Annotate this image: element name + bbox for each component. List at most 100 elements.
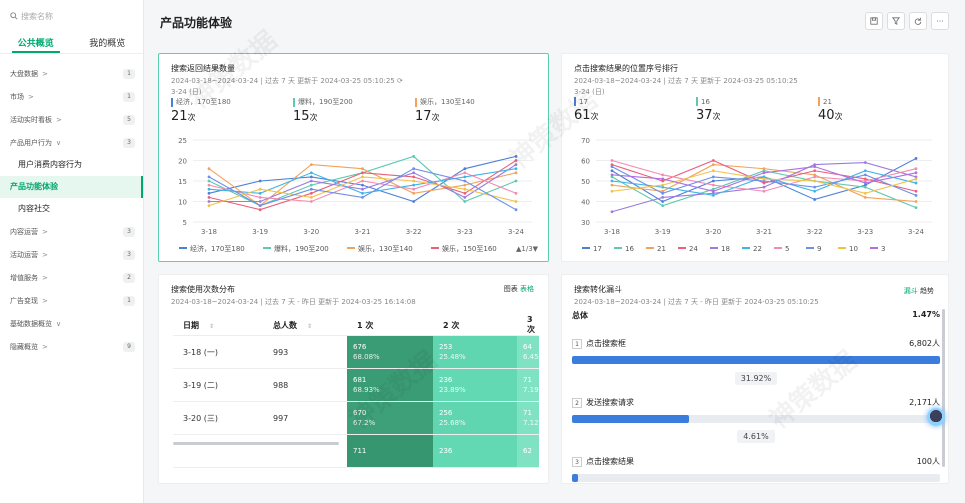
data-point[interactable] <box>514 163 518 166</box>
data-point[interactable] <box>711 191 715 195</box>
data-point[interactable] <box>309 179 313 183</box>
data-point[interactable] <box>361 175 364 179</box>
data-point[interactable] <box>863 173 867 177</box>
refresh-icon[interactable]: ⟳ <box>396 77 403 85</box>
data-point[interactable] <box>914 200 918 203</box>
assistant-bot-icon[interactable] <box>927 408 945 426</box>
refresh-button[interactable] <box>909 12 927 30</box>
data-point[interactable] <box>207 187 211 191</box>
legend-item[interactable]: 经济，170至180 <box>190 244 245 253</box>
data-point[interactable] <box>914 193 918 197</box>
data-point[interactable] <box>309 163 313 166</box>
data-point[interactable] <box>412 179 416 183</box>
data-point[interactable] <box>610 189 614 193</box>
save-button[interactable] <box>865 12 883 30</box>
legend-item[interactable]: 21 <box>657 245 666 253</box>
data-point[interactable] <box>762 169 766 173</box>
data-point[interactable] <box>863 169 867 173</box>
data-point[interactable] <box>514 167 518 171</box>
data-point[interactable] <box>514 159 518 162</box>
data-point[interactable] <box>361 187 364 191</box>
data-point[interactable] <box>463 167 467 171</box>
data-point[interactable] <box>661 189 665 193</box>
data-point[interactable] <box>412 171 416 175</box>
data-point[interactable] <box>514 171 518 175</box>
data-point[interactable] <box>309 171 313 175</box>
card-search-results[interactable]: 搜索返回结果数量 2024-03-18~2024-03-24 | 过去 7 天 … <box>158 53 549 262</box>
data-point[interactable] <box>762 171 766 175</box>
legend-item[interactable]: 16 <box>625 245 634 253</box>
data-point[interactable] <box>762 177 766 181</box>
data-point[interactable] <box>711 169 715 173</box>
sort-icon[interactable]: ⇕ <box>307 322 313 330</box>
data-point[interactable] <box>863 179 867 183</box>
data-point[interactable] <box>863 183 867 187</box>
data-point[interactable] <box>463 183 467 187</box>
data-point[interactable] <box>863 196 867 199</box>
search-input[interactable]: 搜索名称 <box>21 11 53 21</box>
data-point[interactable] <box>412 175 416 179</box>
funnel-bar[interactable] <box>572 356 940 364</box>
sidebar-item-basic-data[interactable]: 基础数据概览 ∨ <box>0 312 143 335</box>
data-point[interactable] <box>711 187 715 191</box>
legend-item[interactable]: 娱乐，130至140 <box>358 244 413 253</box>
data-point[interactable] <box>463 187 467 191</box>
data-point[interactable] <box>361 179 364 183</box>
tab-my-overview[interactable]: 我的概览 <box>89 39 126 49</box>
data-point[interactable] <box>813 185 817 189</box>
data-point[interactable] <box>207 204 211 207</box>
data-point[interactable] <box>463 175 467 179</box>
data-point[interactable] <box>661 173 665 177</box>
trend-view-button[interactable]: 趋势 <box>920 287 934 295</box>
column-header[interactable]: 日期 ⇕ <box>173 315 263 336</box>
data-point[interactable] <box>813 173 817 177</box>
data-point[interactable] <box>514 191 518 195</box>
data-point[interactable] <box>711 183 715 187</box>
data-point[interactable] <box>514 155 518 158</box>
data-point[interactable] <box>711 179 715 183</box>
funnel-view-button[interactable]: 漏斗 <box>903 287 918 295</box>
data-point[interactable] <box>813 189 817 193</box>
sidebar-subitem-content-behavior[interactable]: 用户消费内容行为 <box>18 160 82 169</box>
data-point[interactable] <box>914 167 918 171</box>
legend-item[interactable]: 10 <box>849 245 858 253</box>
funnel-bar[interactable] <box>572 474 578 482</box>
data-point[interactable] <box>762 179 766 183</box>
column-header[interactable]: 3 次 <box>517 315 539 336</box>
data-point[interactable] <box>661 200 665 203</box>
tab-public-overview[interactable]: 公共概览 <box>11 32 60 53</box>
data-point[interactable] <box>661 179 665 183</box>
sort-icon[interactable]: ⇕ <box>209 322 215 330</box>
data-point[interactable] <box>207 191 211 195</box>
data-point[interactable] <box>361 167 364 171</box>
data-point[interactable] <box>610 173 614 177</box>
data-point[interactable] <box>813 163 817 166</box>
filter-button[interactable] <box>887 12 905 30</box>
data-point[interactable] <box>361 196 364 199</box>
sidebar-item-activity-ops[interactable]: 活动运营 >3 <box>0 243 143 266</box>
data-point[interactable] <box>463 196 467 199</box>
horizontal-scrollbar[interactable] <box>173 442 339 445</box>
data-point[interactable] <box>207 196 211 199</box>
data-point[interactable] <box>813 169 817 173</box>
data-point[interactable] <box>309 200 313 203</box>
data-point[interactable] <box>914 157 918 160</box>
data-point[interactable] <box>813 175 817 179</box>
data-point[interactable] <box>813 165 817 169</box>
data-point[interactable] <box>258 196 262 199</box>
data-point[interactable] <box>863 191 867 195</box>
data-point[interactable] <box>762 185 766 189</box>
legend-item[interactable]: 17 <box>593 245 602 253</box>
legend-item[interactable]: 18 <box>721 245 730 253</box>
column-header[interactable]: 1 次 <box>347 315 433 336</box>
legend-item[interactable]: 爆料，190至200 <box>274 244 329 253</box>
data-point[interactable] <box>412 183 416 187</box>
data-point[interactable] <box>412 167 416 171</box>
legend-item[interactable]: 22 <box>753 245 762 253</box>
data-point[interactable] <box>207 167 211 171</box>
data-point[interactable] <box>258 208 262 212</box>
data-point[interactable] <box>661 196 665 199</box>
data-point[interactable] <box>463 200 467 203</box>
data-point[interactable] <box>762 175 766 179</box>
vertical-scrollbar[interactable] <box>942 309 945 467</box>
